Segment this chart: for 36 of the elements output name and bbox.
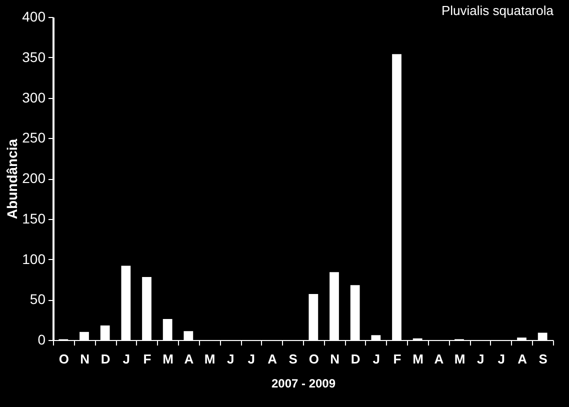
y-axis-title: Abundância: [4, 138, 20, 220]
x-tick-label: A: [518, 352, 528, 366]
x-tick-label: N: [80, 352, 90, 366]
x-tick-label: M: [412, 352, 424, 366]
y-tick-label: 50: [30, 291, 46, 308]
x-tick-label: S: [538, 352, 548, 366]
x-tick-label: F: [393, 352, 402, 366]
x-tick-label: O: [58, 352, 69, 366]
y-tick-label: 300: [22, 89, 46, 106]
chart-title: Pluvialis squatarola: [441, 3, 554, 18]
x-tick-label: J: [498, 352, 506, 366]
x-tick-label: J: [476, 352, 484, 366]
y-tick-label: 150: [22, 210, 46, 226]
x-tick-label: D: [100, 352, 110, 366]
y-tick-label: 400: [22, 8, 46, 24]
x-tick-label: M: [204, 352, 216, 366]
x-tick-label: A: [184, 352, 194, 366]
y-tick-label: 100: [22, 250, 46, 267]
y-tick-label: 0: [38, 332, 46, 348]
x-tick-label: A: [268, 352, 278, 366]
x-tick-label: J: [226, 352, 234, 366]
x-axis-title: 2007 - 2009: [271, 376, 336, 390]
y-tick-label: 250: [22, 130, 46, 146]
x-tick-label: A: [434, 352, 444, 366]
x-tick-label: O: [308, 352, 319, 366]
x-tick-label: D: [350, 352, 360, 366]
x-tick-label: J: [372, 352, 380, 366]
x-tick-label: F: [143, 352, 152, 366]
x-tick-label: J: [248, 352, 256, 366]
y-tick-label: 200: [22, 170, 46, 186]
x-tick-label: S: [288, 352, 298, 366]
x-tick-label: M: [454, 352, 466, 366]
x-tick-label: N: [330, 352, 340, 366]
x-tick-label: M: [162, 352, 174, 366]
x-tick-label: J: [122, 352, 130, 366]
y-tick-label: 350: [22, 48, 46, 65]
